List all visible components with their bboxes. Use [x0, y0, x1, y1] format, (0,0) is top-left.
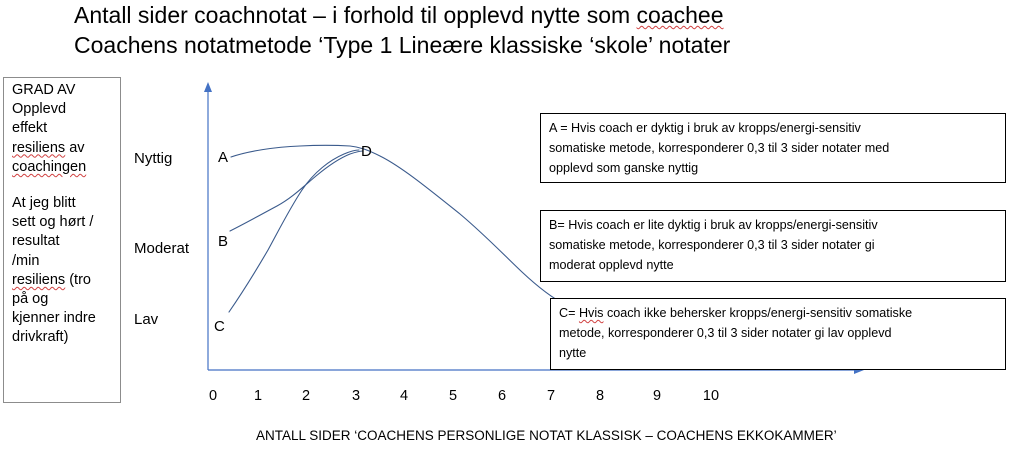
y-desc-opplevd: Opplevd [12, 101, 67, 118]
y-desc-resiliens-word: resiliens [12, 139, 66, 156]
x-tick-0: 0 [209, 388, 217, 404]
y-desc-kjenner: kjenner indre [12, 310, 96, 327]
point-label-c: C [214, 318, 225, 335]
y-desc-effekt: effekt [12, 120, 48, 137]
y-desc-grad: GRAD AV [12, 82, 76, 98]
note-a-line-1: A = Hvis coach er dyktig i bruk av kropp… [549, 121, 861, 135]
y-level-nyttig: Nyttig [134, 150, 173, 167]
point-label-b: B [218, 233, 228, 250]
title-line-1-text: Antall sider coachnotat – i forhold til … [74, 2, 637, 28]
x-tick-4: 4 [400, 388, 408, 404]
x-axis-title: ANTALL SIDER ‘COACHENS PERSONLIGE NOTAT … [256, 428, 837, 443]
x-tick-labels: 0 1 2 3 4 5 6 7 8 9 10 [209, 388, 719, 404]
note-c-hvis: Hvis [578, 306, 604, 320]
y-level-moderat: Moderat [134, 240, 190, 257]
y-axis-description-box: GRAD AV Opplevd effekt resiliens av coac… [3, 77, 121, 403]
y-desc-min: /min [12, 252, 40, 269]
y-desc-resultat: resultat [12, 233, 60, 250]
note-c-line-1-rest: coach ikke behersker kropps/energi-sensi… [603, 306, 913, 320]
note-a-line-3: opplevd som ganske nyttig [549, 161, 699, 175]
y-level-lav: Lav [134, 311, 159, 328]
y-desc-sett: sett og hørt / [12, 214, 94, 231]
note-c-line-2: metode, korresponderer 0,3 til 3 sider n… [559, 326, 892, 340]
chart-title-line-1: Antall sider coachnotat – i forhold til … [74, 2, 724, 29]
note-b-line-2: somatiske metode, korresponderer 0,3 til… [549, 238, 875, 252]
explanation-box-c: C= Hvis coach ikke behersker kropps/ener… [550, 298, 1006, 370]
y-desc-coachingen: coachingen [12, 158, 87, 175]
explanation-box-b: B= Hvis coach er lite dyktig i bruk av k… [540, 210, 1006, 282]
x-tick-5: 5 [449, 388, 457, 404]
point-label-a: A [218, 149, 228, 166]
title-line-1-coachee: coachee [636, 2, 724, 28]
chart-title-line-2: Coachens notatmetode ‘Type 1 Lineære kla… [74, 32, 731, 58]
y-desc-paa-og: på og [12, 291, 49, 308]
x-tick-10: 10 [703, 388, 719, 404]
y-desc-resiliens-av: resiliens av [12, 139, 116, 158]
x-tick-2: 2 [302, 388, 310, 404]
x-tick-7: 7 [547, 388, 555, 404]
explanation-box-a: A = Hvis coach er dyktig i bruk av kropp… [540, 113, 1006, 183]
curve-b [229, 150, 364, 232]
x-tick-6: 6 [498, 388, 506, 404]
note-a-line-2: somatiske metode, korresponderer 0,3 til… [549, 141, 890, 155]
note-b-line-3: moderat opplevd nytte [549, 258, 674, 272]
x-tick-8: 8 [596, 388, 604, 404]
y-desc-av: av [65, 139, 85, 156]
y-desc-jeg-blitt: At jeg blitt [12, 195, 76, 212]
note-b-line-1: B= Hvis coach er lite dyktig i bruk av k… [549, 218, 878, 232]
x-tick-3: 3 [352, 388, 360, 404]
y-desc-drivkraft: drivkraft) [12, 329, 69, 346]
y-axis-arrowhead [204, 82, 212, 92]
y-desc-resiliens-tro: resiliens (tro [12, 271, 116, 290]
x-tick-9: 9 [653, 388, 661, 404]
note-c-line-3: nytte [559, 346, 587, 360]
point-labels: A B C D [214, 143, 372, 335]
x-tick-1: 1 [254, 388, 262, 404]
y-desc-tro: (tro [65, 271, 91, 288]
point-label-d: D [361, 143, 372, 160]
note-c-prefix: C= [559, 306, 579, 320]
note-c-line-1: C= Hvis coach ikke behersker kropps/ener… [559, 303, 997, 323]
curve-c [228, 149, 360, 313]
y-desc-resiliens-word-2: resiliens [12, 271, 66, 288]
